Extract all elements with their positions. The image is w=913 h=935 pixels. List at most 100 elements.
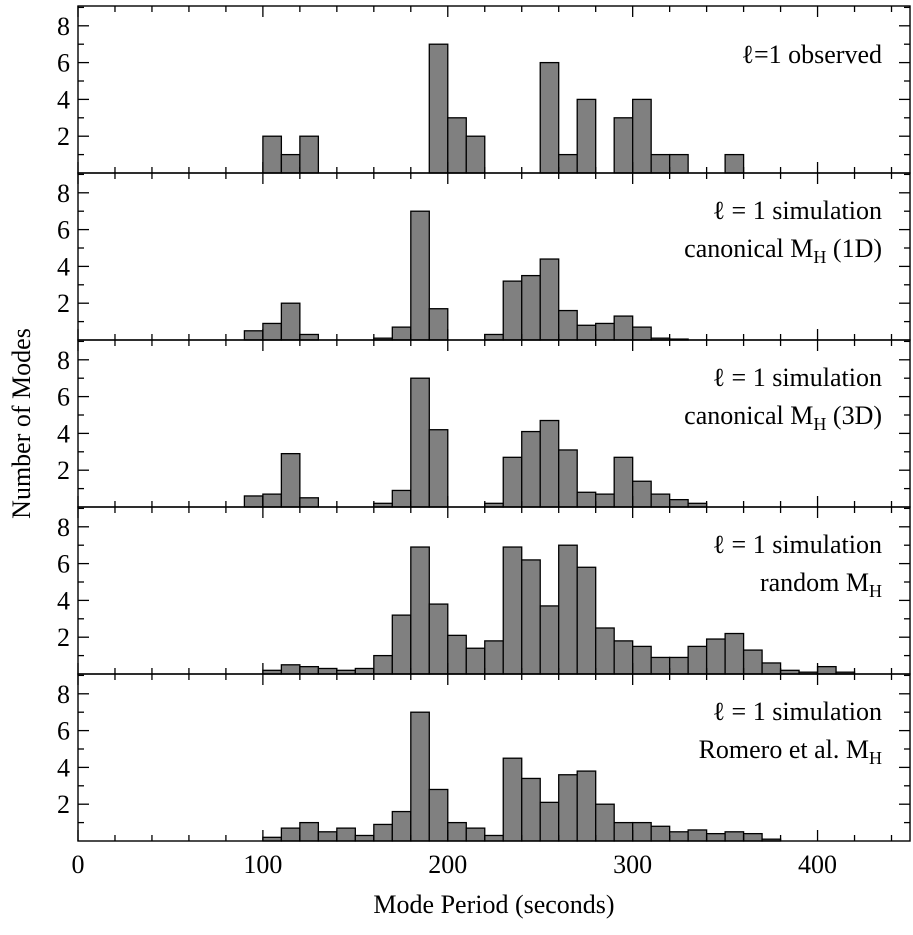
y-tick-label: 6 — [57, 49, 70, 78]
bar-p4-330 — [687, 645, 708, 675]
bar-p2-220 — [484, 333, 504, 341]
panel-frame — [77, 5, 911, 174]
bar-p2-190 — [428, 308, 449, 341]
bar-p5-220 — [484, 834, 504, 842]
panel-frame — [77, 673, 911, 842]
bar-p4-260 — [558, 544, 578, 675]
bar-p2-230 — [502, 280, 523, 341]
bar-p4-310 — [650, 656, 671, 675]
bar-p3-240 — [521, 430, 541, 508]
bar-p4-280 — [595, 627, 615, 675]
y-tick-label: 2 — [57, 122, 70, 151]
panel-label-line: ℓ = 1 simulation — [713, 697, 882, 726]
bar-p2-300 — [632, 326, 652, 341]
x-tick-label: 100 — [243, 850, 282, 879]
bar-p3-310 — [650, 493, 671, 508]
bar-p2-180 — [410, 210, 430, 341]
y-tick-label: 6 — [57, 550, 70, 579]
bar-p5-170 — [391, 810, 412, 842]
bar-p5-240 — [521, 777, 541, 842]
panel-3: 2 4 6 8 ℓ = 1 simulation canonical MH (3D) — [57, 339, 911, 508]
bar-p3-110 — [280, 452, 301, 508]
bar-p4-110 — [280, 664, 301, 675]
bar-p2-240 — [521, 274, 541, 341]
y-tick-label: 6 — [57, 216, 70, 245]
bar-p4-150 — [354, 667, 375, 675]
bar-p4-210 — [465, 647, 486, 675]
y-tick-label: 2 — [57, 289, 70, 318]
bar-p5-180 — [410, 711, 430, 842]
panel-5: 2 4 6 8 ℓ = 1 simulation Romero et al. MH — [57, 673, 911, 842]
bar-p4-320 — [668, 656, 689, 675]
bar-p4-360 — [742, 649, 763, 675]
bar-p3-230 — [502, 456, 523, 508]
bar-p2-250 — [539, 258, 560, 341]
bar-p4-160 — [373, 654, 393, 675]
bar-p1-270 — [576, 98, 597, 174]
y-tick-label: 2 — [57, 623, 70, 652]
y-tick-label: 4 — [57, 252, 70, 281]
panel-label-line: ℓ = 1 simulation — [713, 196, 882, 225]
bar-p4-370 — [761, 662, 782, 675]
bar-p1-120 — [299, 135, 320, 174]
bar-p5-110 — [280, 827, 301, 842]
bar-p3-120 — [299, 497, 320, 508]
bar-p5-330 — [687, 829, 708, 842]
bar-p1-100 — [262, 135, 283, 174]
y-tick-label: 2 — [57, 790, 70, 819]
panel-label-line: ℓ = 1 simulation — [713, 363, 882, 392]
bar-p5-140 — [336, 827, 356, 842]
bar-p3-260 — [558, 449, 578, 508]
x-axis-title: Mode Period (seconds) — [373, 890, 614, 919]
bar-p2-270 — [576, 324, 597, 341]
bar-p4-290 — [613, 640, 634, 675]
x-tick-label: 200 — [428, 850, 467, 879]
bar-p4-270 — [576, 566, 597, 675]
bar-p4-300 — [632, 645, 652, 675]
bar-p4-180 — [410, 546, 430, 675]
bar-p1-260 — [558, 153, 578, 174]
bar-p4-400 — [816, 665, 837, 675]
bar-p5-150 — [354, 834, 375, 842]
y-axis-title: Number of Modes — [7, 328, 36, 519]
y-tick-label: 4 — [57, 586, 70, 615]
bar-p5-340 — [705, 832, 726, 842]
bar-p4-230 — [502, 546, 523, 675]
bar-p5-270 — [576, 770, 597, 842]
bar-p2-260 — [558, 309, 578, 341]
bar-p1-300 — [632, 98, 652, 174]
bar-p5-280 — [595, 803, 615, 842]
panel-4: 2 4 6 8 ℓ = 1 simulation random MH — [57, 506, 911, 675]
bar-p5-360 — [742, 832, 763, 842]
bar-p3-280 — [595, 493, 615, 508]
bar-p5-130 — [317, 831, 338, 842]
panel-label-line: ℓ = 1 simulation — [713, 530, 882, 559]
panel-label-line: canonical MH (1D) — [684, 234, 882, 267]
bar-p2-120 — [299, 333, 320, 341]
bar-p1-250 — [539, 61, 560, 174]
y-tick-label: 2 — [57, 456, 70, 485]
y-tick-label: 4 — [57, 419, 70, 448]
bar-p1-350 — [724, 153, 745, 174]
bar-p3-190 — [428, 429, 449, 508]
bar-p2-280 — [595, 322, 615, 341]
y-tick-label: 8 — [57, 680, 70, 709]
bar-p3-250 — [539, 419, 560, 508]
bar-p5-200 — [447, 821, 467, 842]
bar-p2-100 — [262, 322, 283, 341]
bar-p3-320 — [668, 498, 689, 508]
bar-p5-320 — [668, 831, 689, 842]
bar-p5-350 — [724, 831, 745, 842]
y-tick-label: 8 — [57, 179, 70, 208]
bar-p2-170 — [391, 326, 412, 341]
panel-2: 2 4 6 8 ℓ = 1 simulation canonical MH (1D) — [57, 172, 911, 341]
bar-p1-110 — [280, 153, 301, 174]
bar-p5-160 — [373, 823, 393, 842]
y-tick-label: 8 — [57, 12, 70, 41]
bar-p5-300 — [632, 821, 652, 842]
x-tick-label: 300 — [613, 850, 652, 879]
bar-p4-120 — [299, 665, 320, 675]
bar-p4-340 — [705, 638, 726, 675]
x-tick-label: 400 — [798, 850, 837, 879]
